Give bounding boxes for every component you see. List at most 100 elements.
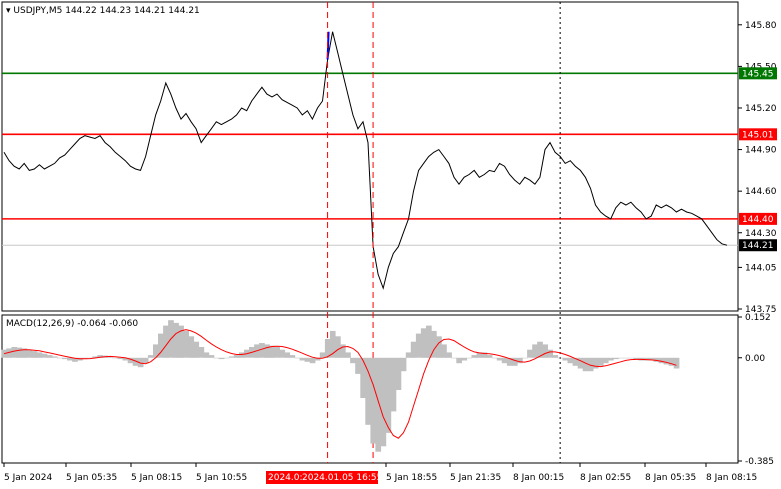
time-highlight-bg [266,471,378,484]
macd-bar-22 [112,357,119,359]
macd-bar-90 [456,357,462,364]
time-tick-label-3: 5 Jan 10:55 [196,473,247,483]
price-axis: 145.80145.50145.20144.90144.60144.30144.… [738,21,777,315]
macd-bar-86 [436,336,442,358]
macd-bar-103 [522,357,528,359]
macd-bar-91 [461,357,468,361]
macd-bar-133 [673,357,680,369]
macd-signal-line [3,329,677,439]
macd-bar-96 [486,355,493,358]
time-tick-label-2: 5 Jan 08:15 [131,473,182,483]
macd-bar-75 [380,357,387,447]
macd-bar-92 [466,357,473,359]
macd-bar-120 [608,357,614,361]
macd-bar-63 [319,352,326,358]
macd-bar-25 [127,357,134,364]
macd-bar-99 [501,357,508,364]
macd-bar-24 [122,357,129,361]
macd-bar-45 [228,356,235,358]
macd-bar-82 [415,333,422,358]
level-tag-label-0: 145.45 [742,69,774,79]
macd-bar-5 [26,349,33,358]
macd-bar-42 [213,357,220,359]
macd-bar-36 [183,330,189,358]
macd-bar-67 [340,344,346,358]
macd-bar-10 [51,356,58,358]
price-line [3,31,728,290]
macd-tick-label-0: 0.152 [745,313,771,323]
macd-tick-label-2: -0.385 [745,457,774,467]
macd-bar-122 [618,357,624,359]
macd-tick-label-1: 0.00 [745,354,765,364]
time-tick-label-0: 5 Jan 2024 [4,473,52,483]
macd-bar-102 [517,357,523,364]
macd-bar-12 [62,357,68,360]
macd-bar-53 [269,345,275,358]
macd-bar-116 [587,357,594,372]
macd-bar-59 [299,357,306,361]
macd-bar-87 [441,344,447,358]
price-tick-label-4: 144.60 [745,187,777,197]
macd-bar-7 [36,352,43,358]
price-tick-label-0: 145.80 [745,21,777,31]
macd-bar-11 [56,357,63,359]
macd-bar-29 [147,355,154,358]
chart-menu-icon: ▾ [6,6,13,16]
macd-bar-69 [350,357,356,364]
macd-bar-34 [173,322,179,358]
macd-bar-1 [6,348,12,358]
macd-bar-21 [107,356,114,358]
macd-bar-95 [481,352,488,358]
macd-bar-61 [309,357,316,364]
macd-bar-13 [67,357,73,361]
macd-bar-26 [132,357,139,366]
macd-bar-81 [410,341,417,358]
macd-bar-85 [431,330,437,358]
macd-bar-6 [31,351,38,358]
macd-bar-41 [208,355,215,358]
macd-bar-35 [178,325,184,358]
macd-bar-4 [21,348,28,358]
macd-bar-30 [153,344,159,358]
macd-bar-62 [314,357,321,361]
time-tick-label-9: 8 Jan 08:15 [706,473,757,483]
price-tick-label-3: 144.90 [745,146,777,156]
time-axis: 5 Jan 2024 5 Jan 05:35 5 Jan 08:15 5 Jan 10… [3,463,757,484]
macd-bar-88 [446,352,452,358]
macd-bar-17 [87,357,93,359]
macd-bar-54 [274,347,280,358]
macd-bar-31 [158,333,164,358]
macd-bar-77 [390,357,397,412]
price-tick-label-2: 145.20 [745,104,777,114]
macd-bar-44 [223,357,230,359]
macd-bar-101 [511,357,518,366]
macd-bar-8 [41,353,48,358]
time-tick-label-1: 5 Jan 05:35 [66,473,117,483]
macd-bar-64 [324,339,331,358]
macd-bar-80 [405,352,412,358]
macd-bar-47 [238,352,245,358]
macd-bar-119 [602,357,609,364]
macd-axis: 0.152 0.00 -0.385 [738,313,774,467]
macd-bar-79 [400,357,407,372]
price-levels: 145.45 145.01 144.40 144.21 [2,67,777,252]
macd-bar-39 [198,347,205,358]
macd-bar-84 [426,325,432,358]
macd-bar-71 [360,357,366,398]
macd-bar-108 [547,349,553,358]
time-tick-label-4: 5 Jan 18:55 [386,473,437,483]
price-tick-label-7: 143.75 [745,305,777,315]
macd-bar-112 [567,357,574,364]
time-tick-label-6: 8 Jan 00:15 [513,473,564,483]
macd-bar-106 [537,341,543,358]
macd-bar-74 [375,357,382,452]
macd-bar-27 [137,357,144,368]
time-highlight-label-1: 2024.01.05 16:55 [302,473,382,483]
price-panel-frame [1,1,739,312]
macd-bar-118 [597,357,604,366]
macd-bar-129 [653,357,660,362]
macd-bar-83 [420,328,427,358]
macd-bar-100 [506,357,513,366]
macd-bar-111 [562,357,569,361]
